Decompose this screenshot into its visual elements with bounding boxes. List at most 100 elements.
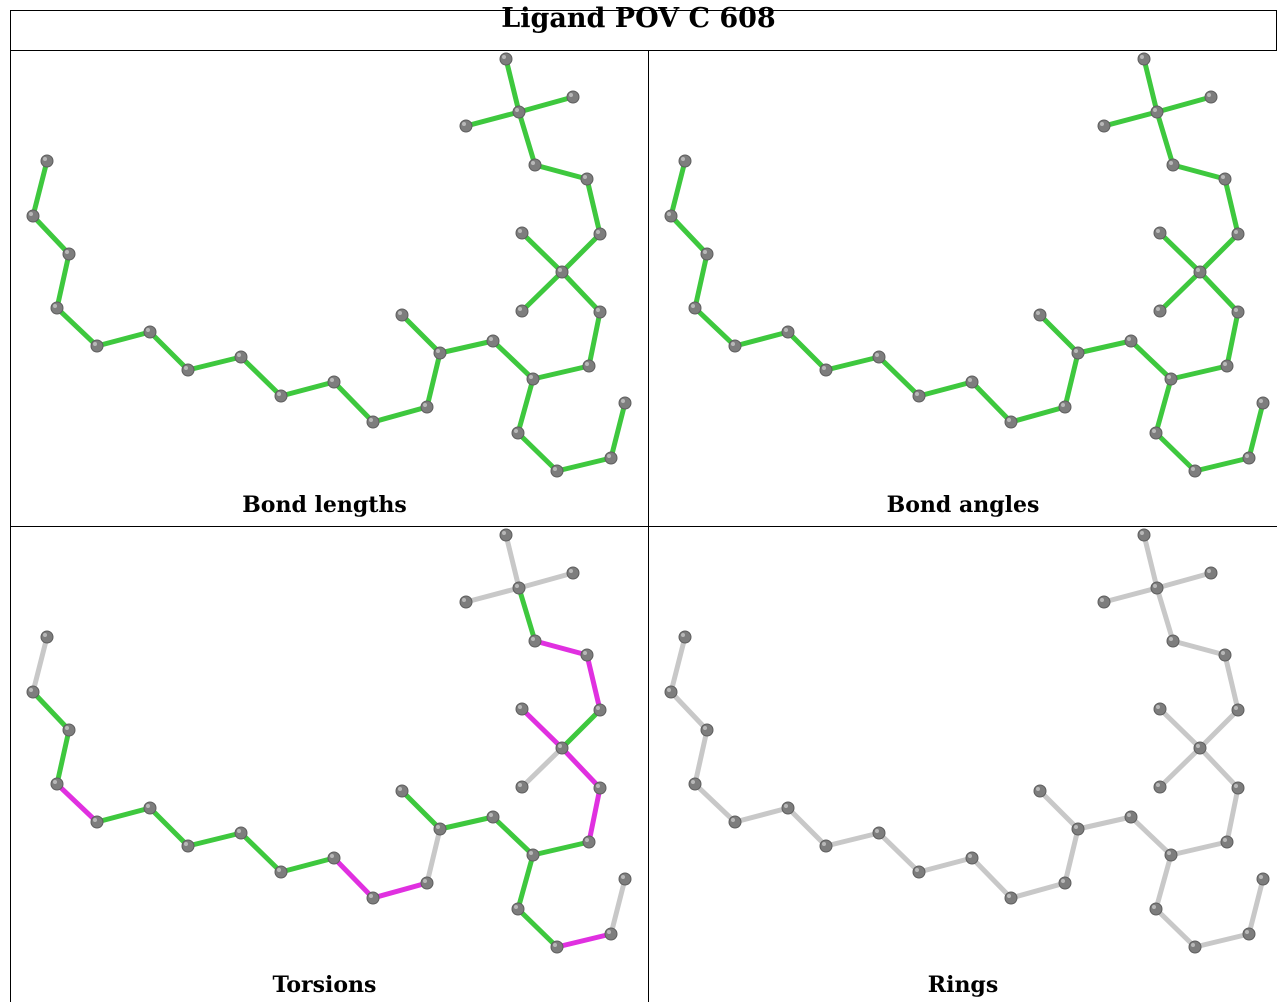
bond	[1101, 585, 1160, 605]
atom-highlight	[518, 229, 522, 233]
atom	[1231, 781, 1245, 795]
bond	[1246, 400, 1266, 461]
atom-highlight	[146, 328, 150, 332]
bond	[785, 805, 829, 849]
atom	[1071, 346, 1085, 360]
panel-caption-bond-lengths: Bond lengths	[242, 492, 407, 518]
atom-highlight	[968, 854, 972, 858]
atom	[1033, 308, 1047, 322]
atom-highlight	[518, 307, 522, 311]
atom-highlight	[558, 744, 562, 748]
atom-highlight	[1156, 307, 1160, 311]
atom	[1218, 648, 1232, 662]
atom-highlight	[531, 161, 535, 165]
bond	[586, 309, 603, 369]
atom-highlight	[518, 705, 522, 709]
atom-highlight	[1167, 375, 1171, 379]
bond	[916, 855, 975, 875]
atom	[526, 372, 540, 386]
bond	[1062, 826, 1081, 886]
bond	[437, 814, 496, 832]
atom-highlight	[1221, 175, 1225, 179]
atom	[618, 396, 632, 410]
bond	[559, 745, 603, 791]
atom-highlight	[43, 633, 47, 637]
atom	[580, 648, 594, 662]
atom	[40, 630, 54, 644]
atom-highlight	[369, 418, 373, 422]
bond	[1157, 269, 1203, 314]
atom	[1153, 304, 1167, 318]
atom-highlight	[1191, 943, 1195, 947]
atom	[1137, 52, 1151, 66]
atom-highlight	[146, 804, 150, 808]
bond	[147, 329, 191, 373]
bond	[785, 329, 829, 373]
atom	[512, 105, 526, 119]
bond	[1037, 788, 1081, 832]
bond	[30, 158, 50, 219]
bond	[1008, 880, 1068, 901]
atom-highlight	[1191, 467, 1195, 471]
atom	[688, 301, 702, 315]
atom-highlight	[731, 818, 735, 822]
atom-highlight	[703, 726, 707, 730]
bond	[399, 788, 443, 832]
panel-caption-rings: Rings	[927, 972, 999, 998]
bond	[1224, 309, 1241, 369]
panel-caption-torsions: Torsions	[272, 972, 377, 998]
atom	[555, 265, 569, 279]
atom-highlight	[1152, 905, 1156, 909]
bond	[532, 638, 590, 658]
atom	[1058, 876, 1072, 890]
atom	[580, 172, 594, 186]
bond	[1153, 852, 1174, 912]
panel-bond-angles: Bond angles	[649, 51, 1277, 526]
atom-highlight	[1074, 349, 1078, 353]
atom	[526, 848, 540, 862]
atom-highlight	[29, 212, 33, 216]
atom-highlight	[1007, 418, 1011, 422]
atom	[1220, 835, 1234, 849]
bond	[1222, 652, 1241, 713]
atom	[515, 780, 529, 794]
atom	[1150, 581, 1164, 595]
atom	[965, 851, 979, 865]
bond	[1154, 94, 1214, 115]
atom	[593, 227, 607, 241]
atom	[181, 839, 195, 853]
bond	[30, 689, 72, 733]
bond	[30, 213, 72, 257]
atom-highlight	[43, 157, 47, 161]
bond	[1168, 363, 1230, 382]
atom	[1193, 265, 1207, 279]
bond	[147, 805, 191, 849]
atom-highlight	[330, 854, 334, 858]
atom-highlight	[184, 842, 188, 846]
bond	[54, 251, 72, 311]
bond	[732, 805, 791, 825]
atom-highlight	[65, 250, 69, 254]
atom	[366, 415, 380, 429]
atom-highlight	[1140, 531, 1144, 535]
bond	[515, 430, 560, 474]
atom	[912, 389, 926, 403]
atom	[274, 389, 288, 403]
atom-highlight	[184, 366, 188, 370]
atom-highlight	[1127, 337, 1131, 341]
bond	[1154, 109, 1176, 168]
atom-highlight	[569, 93, 573, 97]
atom	[1153, 226, 1167, 240]
bond	[1141, 532, 1160, 591]
atom-highlight	[514, 429, 518, 433]
atom	[515, 304, 529, 318]
atom-highlight	[502, 55, 506, 59]
atom-highlight	[583, 175, 587, 179]
bond	[370, 404, 430, 425]
atom	[90, 815, 104, 829]
column-divider	[648, 50, 649, 1002]
atom	[1149, 902, 1163, 916]
atom	[872, 350, 886, 364]
atom-highlight	[277, 392, 281, 396]
bond	[1222, 176, 1241, 237]
